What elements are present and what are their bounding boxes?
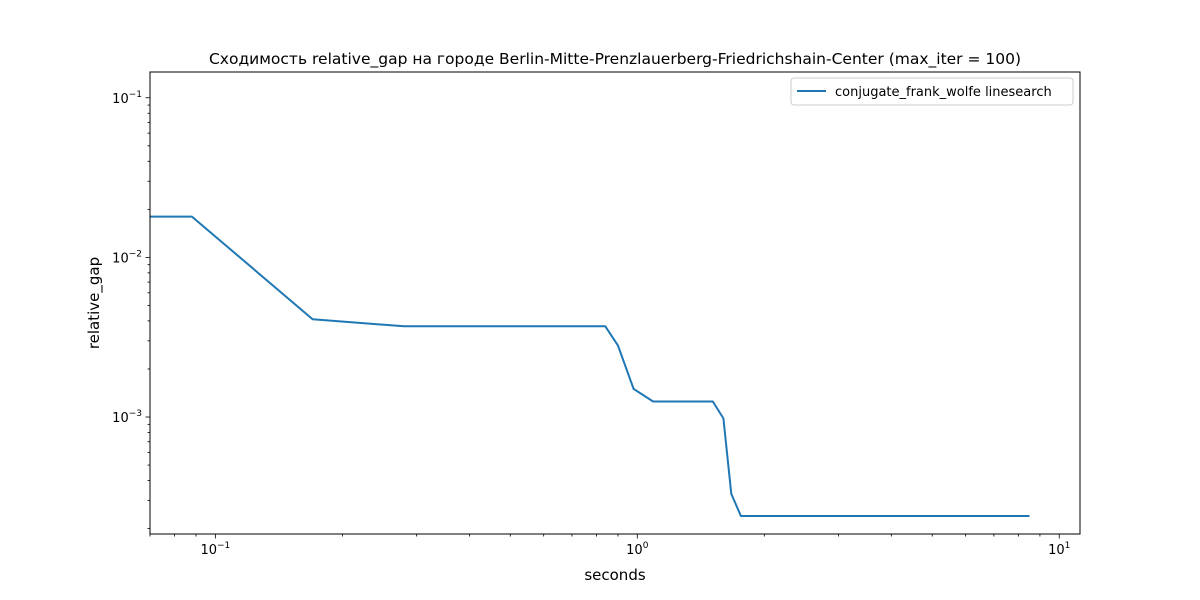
y-axis-label: relative_gap (85, 257, 104, 349)
y-axis: 10−1 10−2 10−3 (112, 90, 150, 529)
plot-area (150, 215, 1030, 517)
x-tick-label: 10−1 (200, 541, 230, 558)
legend-entry-label: conjugate_frank_wolfe linesearch (835, 85, 1052, 100)
legend: conjugate_frank_wolfe linesearch (790, 77, 1074, 106)
series-line-0 (150, 215, 1030, 517)
y-tick-label: 10−3 (112, 409, 142, 426)
x-axis: 10−1 100 101 (149, 534, 1070, 558)
chart-title: Сходимость relative_gap на городе Berlin… (209, 50, 1021, 69)
x-axis-label: seconds (584, 566, 645, 584)
legend-box (790, 77, 1074, 106)
y-tick-label: 10−1 (112, 90, 142, 107)
y-tick-label: 10−2 (112, 249, 142, 266)
plot-frame (149, 71, 1081, 535)
x-tick-label: 100 (626, 541, 649, 558)
x-tick-label: 101 (1048, 541, 1070, 558)
